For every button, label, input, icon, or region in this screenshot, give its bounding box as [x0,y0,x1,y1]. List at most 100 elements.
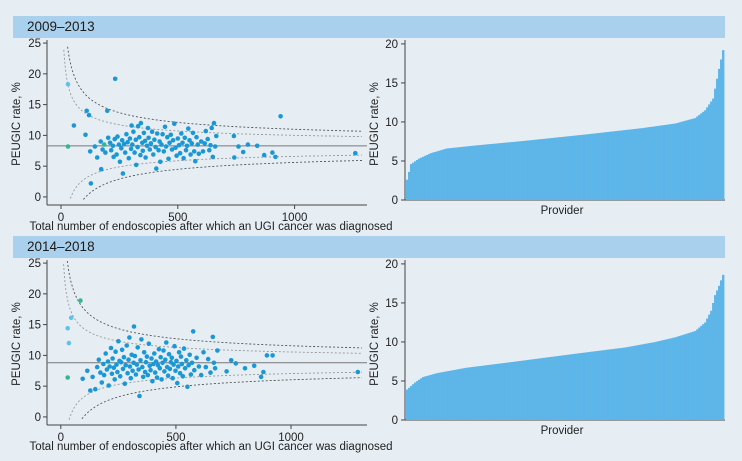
provider-bar [588,133,592,200]
data-point [184,143,190,149]
provider-bar [529,359,532,420]
data-point [141,130,147,136]
provider-bar [628,346,631,420]
provider-bar [509,142,512,200]
provider-bar [674,123,677,200]
x-tick-label: 500 [166,432,185,444]
provider-bar [722,50,725,201]
data-point [353,150,358,156]
data-point [261,369,266,375]
data-point [86,112,92,118]
provider-bar [555,137,558,200]
provider-bar [465,367,469,420]
provider-bar [584,134,588,200]
data-point [96,357,102,363]
provider-bar [531,359,534,420]
provider-bar [565,354,568,420]
provider-bar [507,142,510,200]
data-point [105,108,110,114]
provider-bar [551,137,554,200]
provider-bar [602,350,606,420]
data-point [130,142,135,147]
data-point [103,150,108,155]
data-point [186,362,191,368]
provider-bar [477,145,480,200]
provider-bar [652,126,655,200]
data-point [153,144,158,150]
provider-bar [690,119,693,200]
provider-bar [654,341,657,420]
data-point [114,152,119,157]
data-point [188,372,194,377]
provider-bar [417,158,421,200]
data-point [158,354,163,360]
provider-bar [680,335,683,420]
provider-bar [642,127,645,200]
provider-bar [495,363,498,420]
data-point [131,129,136,134]
provider-bar [457,147,461,200]
provider-bar [503,362,506,420]
provider-bar [511,141,514,200]
provider-bar [445,371,449,420]
provider-bar [525,360,528,420]
provider-bar [559,137,562,200]
data-point [198,372,204,378]
data-point [107,364,112,369]
provider-bar [501,142,504,200]
provider-bar [555,356,558,420]
data-point [132,353,138,359]
provider-bar [600,132,604,200]
y-axis-label: PEUGIC rate, % [369,82,381,166]
data-point [106,383,111,388]
data-point [201,350,206,355]
provider-bar [638,128,641,200]
provider-bar [620,130,624,200]
data-point [196,364,202,369]
provider-bar [491,143,494,200]
provider-bar [662,125,665,200]
data-point [154,131,160,136]
data-point [117,374,123,379]
provider-bar [614,131,618,200]
provider-bar [636,128,639,200]
provider-bar [517,141,520,200]
data-point [127,364,133,369]
data-point [166,351,172,357]
provider-bar [406,389,409,420]
provider-bar [676,122,679,200]
provider-bar [686,120,689,200]
provider-bar [672,123,675,200]
provider-bar [568,136,572,200]
provider-bar [415,160,419,200]
provider-bar [495,143,498,200]
provider-bar [688,332,691,420]
data-point [173,368,178,374]
provider-bar [525,140,528,200]
provider-bar [453,369,457,420]
data-point [111,365,117,371]
data-point [140,364,145,370]
provider-bar [513,361,516,420]
provider-bar [580,352,584,420]
provider-bar [698,327,701,420]
data-point [186,126,191,131]
provider-bar [423,376,427,420]
data-point [131,324,137,329]
data-point [278,114,283,119]
data-point [142,369,148,375]
data-point [173,145,178,150]
provider-bar [521,141,524,200]
provider-bar [409,164,413,200]
provider-bar [608,349,612,420]
provider-bar [547,138,550,200]
data-point [224,369,229,374]
data-point [154,375,160,380]
provider-bar [483,144,486,200]
provider-bar [686,333,689,420]
provider-bar [602,132,606,200]
data-point [203,128,209,134]
provider-bar [696,329,699,420]
data-point [172,121,177,126]
data-point [158,159,163,165]
